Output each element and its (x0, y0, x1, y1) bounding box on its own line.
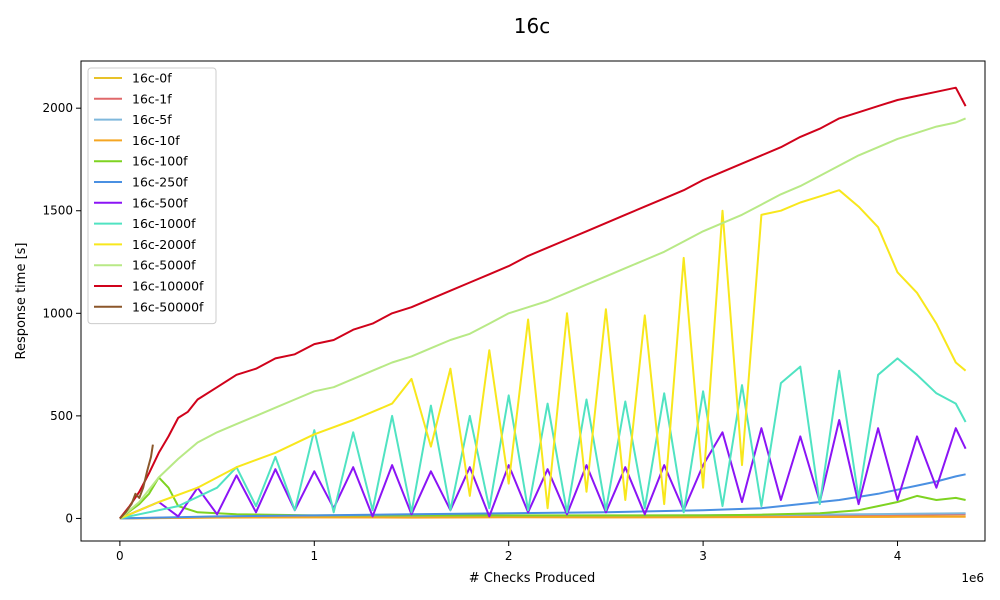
x-axis: 0 1 2 3 4 (116, 541, 901, 563)
x-tick-label: 4 (894, 549, 902, 563)
legend-label: 16c-100f (132, 154, 188, 169)
series-line-16c-50000f (119, 444, 154, 520)
legend-label: 16c-50000f (132, 299, 204, 314)
series-line-16c-250f (119, 473, 966, 520)
legend-label: 16c-500f (132, 195, 188, 210)
x-tick-label: 1 (310, 549, 318, 563)
series-layer (119, 86, 967, 520)
legend-label: 16c-0f (132, 71, 172, 86)
chart-title: 16c (514, 14, 550, 38)
series-line-16c-100f (119, 476, 966, 520)
y-axis-label: Response time [s] (14, 243, 29, 360)
x-tick-label: 2 (505, 549, 513, 563)
x-axis-label: # Checks Produced (469, 571, 595, 586)
legend: 16c-0f 16c-1f 16c-5f 16c-10f 16c-100f 16c-250… (87, 67, 217, 325)
legend-box (87, 67, 217, 325)
series-line-16c-1000f (119, 357, 967, 520)
legend-label: 16c-1f (132, 91, 172, 106)
legend-label: 16c-1000f (132, 216, 196, 231)
plot-frame (80, 60, 986, 542)
x-axis-multiplier: 1e6 (961, 571, 984, 585)
legend-label: 16c-5000f (132, 258, 196, 273)
legend-label: 16c-10000f (132, 279, 204, 294)
series-line-16c-10000f (119, 86, 967, 520)
legend-label: 16c-5f (132, 112, 172, 127)
y-tick-label: 500 (50, 409, 73, 423)
x-tick-label: 3 (699, 549, 707, 563)
legend-label: 16c-250f (132, 175, 188, 190)
x-tick-label: 0 (116, 549, 124, 563)
y-tick-label: 1000 (42, 306, 73, 320)
series-line-16c-10f (119, 515, 966, 520)
series-line-16c-2000f (119, 189, 967, 520)
series-line-16c-5000f (119, 117, 966, 520)
series-line-16c-500f (119, 419, 967, 520)
y-tick-label: 1500 (42, 204, 73, 218)
legend-label: 16c-10f (132, 133, 180, 148)
y-tick-label: 0 (65, 511, 73, 525)
legend-label: 16c-2000f (132, 237, 196, 252)
y-axis: 0 500 1000 1500 2000 (42, 101, 81, 525)
y-tick-label: 2000 (42, 101, 73, 115)
